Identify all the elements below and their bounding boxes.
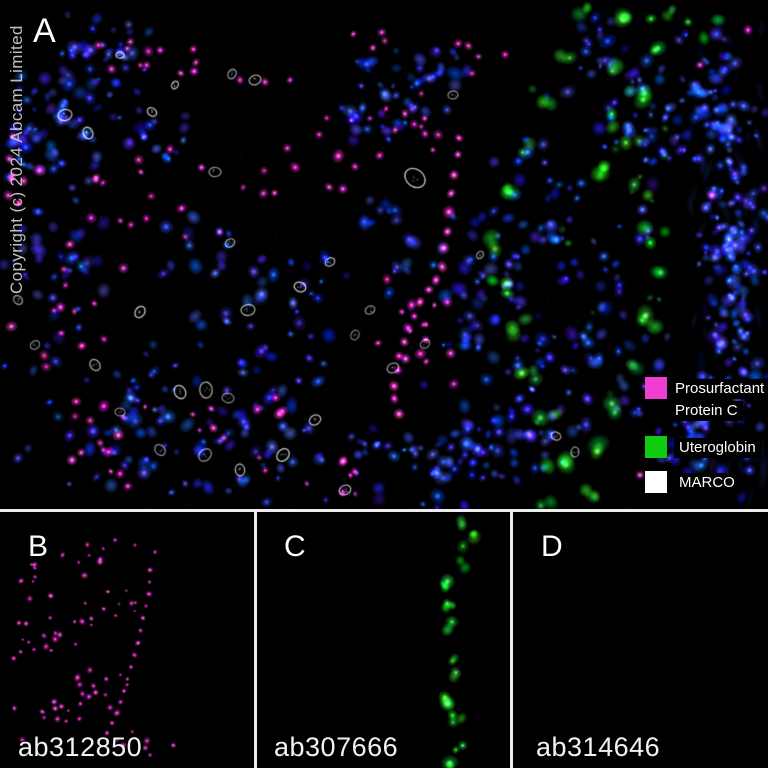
divider-horizontal [0, 509, 768, 512]
divider-vertical-1 [254, 512, 257, 768]
divider-vertical-2 [510, 512, 513, 768]
